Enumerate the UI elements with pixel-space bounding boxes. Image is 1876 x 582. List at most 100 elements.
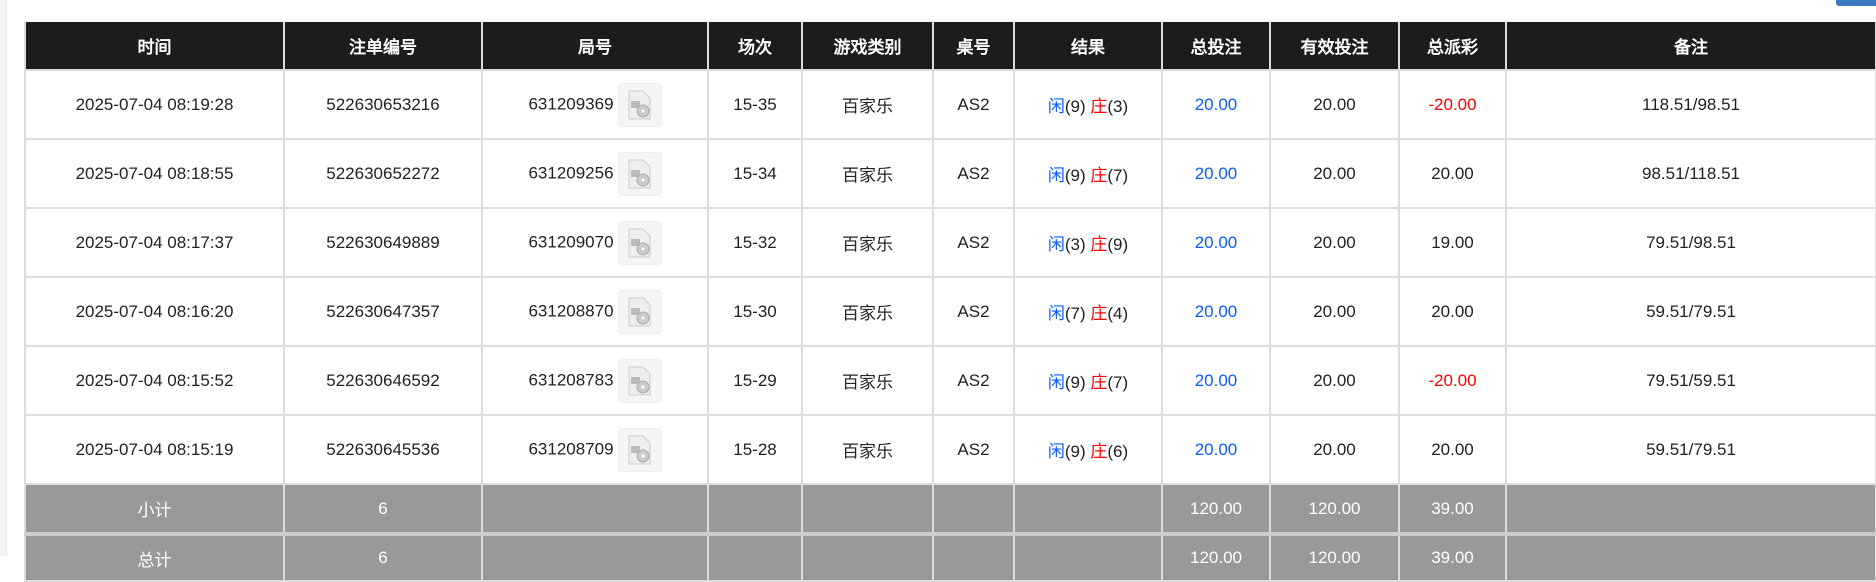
- result-cell: 闲(9) 庄(3): [1013, 69, 1163, 140]
- round-no-cell: 631208870: [481, 276, 709, 347]
- result-cell: 闲(3) 庄(9): [1013, 207, 1163, 278]
- banker-label: 庄: [1090, 373, 1108, 392]
- empty-cell: [932, 532, 1015, 582]
- banker-label: 庄: [1090, 304, 1108, 323]
- subtotal-count: 6: [283, 483, 483, 535]
- top-right-button[interactable]: [1836, 0, 1876, 6]
- header-order-no: 注单编号: [283, 22, 483, 71]
- banker-score: (9): [1107, 235, 1129, 254]
- result-cell: 闲(7) 庄(4): [1013, 276, 1163, 347]
- session-cell: 15-29: [707, 345, 803, 416]
- empty-cell: [481, 483, 709, 535]
- player-score: (9): [1064, 97, 1086, 116]
- order-no-cell: 522630649889: [283, 207, 483, 278]
- payout-cell: 20.00: [1398, 276, 1507, 347]
- time-cell: 2025-07-04 08:18:55: [24, 138, 285, 209]
- order-no-cell: 522630647357: [283, 276, 483, 347]
- player-score: (7): [1064, 304, 1086, 323]
- note-cell: 118.51/98.51: [1505, 69, 1876, 140]
- result-cell: 闲(9) 庄(7): [1013, 138, 1163, 209]
- order-no-cell: 522630645536: [283, 414, 483, 485]
- time-cell: 2025-07-04 08:15:52: [24, 345, 285, 416]
- round-no: 631209256: [528, 162, 614, 182]
- empty-cell: [801, 483, 934, 535]
- player-score: (9): [1064, 166, 1086, 185]
- session-cell: 15-35: [707, 69, 803, 140]
- order-no-cell: 522630652272: [283, 138, 483, 209]
- order-no-cell: 522630646592: [283, 345, 483, 416]
- header-time: 时间: [24, 22, 285, 71]
- player-label: 闲: [1047, 373, 1065, 392]
- video-replay-icon[interactable]: [617, 427, 662, 472]
- header-result: 结果: [1013, 22, 1163, 71]
- player-label: 闲: [1047, 442, 1065, 461]
- total-bet: 120.00: [1161, 532, 1271, 582]
- total-bet-cell: 20.00: [1161, 414, 1271, 485]
- game-type-cell: 百家乐: [801, 345, 934, 416]
- video-replay-icon[interactable]: [617, 82, 662, 127]
- round-no: 631209070: [528, 231, 614, 251]
- player-label: 闲: [1047, 304, 1065, 323]
- banker-score: (7): [1107, 373, 1129, 392]
- total-label: 总计: [24, 532, 285, 582]
- video-replay-icon[interactable]: [617, 289, 662, 334]
- banker-score: (6): [1107, 442, 1129, 461]
- table-row: 2025-07-04 08:15:52 522630646592 6312087…: [24, 345, 1876, 416]
- total-valid: 120.00: [1269, 532, 1400, 582]
- header-game-type: 游戏类别: [801, 22, 934, 71]
- table-no-cell: AS2: [932, 276, 1015, 347]
- total-bet-cell: 20.00: [1161, 276, 1271, 347]
- round-no-cell: 631209070: [481, 207, 709, 278]
- header-total-bet: 总投注: [1161, 22, 1271, 71]
- session-cell: 15-32: [707, 207, 803, 278]
- table-row: 2025-07-04 08:15:19 522630645536 6312087…: [24, 414, 1876, 485]
- table-no-cell: AS2: [932, 414, 1015, 485]
- empty-cell: [801, 532, 934, 582]
- payout-cell: -20.00: [1398, 345, 1507, 416]
- empty-cell: [1013, 483, 1163, 535]
- total-count: 6: [283, 532, 483, 582]
- round-no: 631209369: [528, 93, 614, 113]
- bet-records-table: 时间 注单编号 局号 场次 游戏类别 桌号 结果 总投注 有效投注 总派彩 备注 2025-07-0…: [24, 22, 1876, 582]
- game-type-cell: 百家乐: [801, 138, 934, 209]
- valid-bet-cell: 20.00: [1269, 69, 1400, 140]
- table-row: 2025-07-04 08:18:55 522630652272 6312092…: [24, 138, 1876, 209]
- subtotal-payout: 39.00: [1398, 483, 1507, 535]
- banker-label: 庄: [1090, 97, 1108, 116]
- round-no-cell: 631208709: [481, 414, 709, 485]
- note-cell: 79.51/98.51: [1505, 207, 1876, 278]
- subtotal-valid: 120.00: [1269, 483, 1400, 535]
- banker-score: (3): [1107, 97, 1129, 116]
- game-type-cell: 百家乐: [801, 414, 934, 485]
- game-type-cell: 百家乐: [801, 69, 934, 140]
- header-note: 备注: [1505, 22, 1876, 71]
- note-cell: 98.51/118.51: [1505, 138, 1876, 209]
- video-replay-icon[interactable]: [617, 220, 662, 265]
- video-replay-icon[interactable]: [617, 358, 662, 403]
- subtotal-bet: 120.00: [1161, 483, 1271, 535]
- player-score: (9): [1064, 373, 1086, 392]
- round-no: 631208870: [528, 300, 614, 320]
- header-table-no: 桌号: [932, 22, 1015, 71]
- empty-cell: [481, 532, 709, 582]
- player-label: 闲: [1047, 97, 1065, 116]
- result-cell: 闲(9) 庄(6): [1013, 414, 1163, 485]
- session-cell: 15-30: [707, 276, 803, 347]
- player-score: (9): [1064, 442, 1086, 461]
- valid-bet-cell: 20.00: [1269, 276, 1400, 347]
- table-no-cell: AS2: [932, 69, 1015, 140]
- table-row: 2025-07-04 08:17:37 522630649889 6312090…: [24, 207, 1876, 278]
- payout-cell: 20.00: [1398, 138, 1507, 209]
- payout-cell: -20.00: [1398, 69, 1507, 140]
- banker-label: 庄: [1090, 235, 1108, 254]
- round-no: 631208783: [528, 369, 614, 389]
- banker-label: 庄: [1090, 166, 1108, 185]
- valid-bet-cell: 20.00: [1269, 345, 1400, 416]
- game-type-cell: 百家乐: [801, 207, 934, 278]
- round-no-cell: 631209256: [481, 138, 709, 209]
- empty-cell: [932, 483, 1015, 535]
- table-no-cell: AS2: [932, 138, 1015, 209]
- player-label: 闲: [1047, 166, 1065, 185]
- valid-bet-cell: 20.00: [1269, 207, 1400, 278]
- video-replay-icon[interactable]: [617, 151, 662, 196]
